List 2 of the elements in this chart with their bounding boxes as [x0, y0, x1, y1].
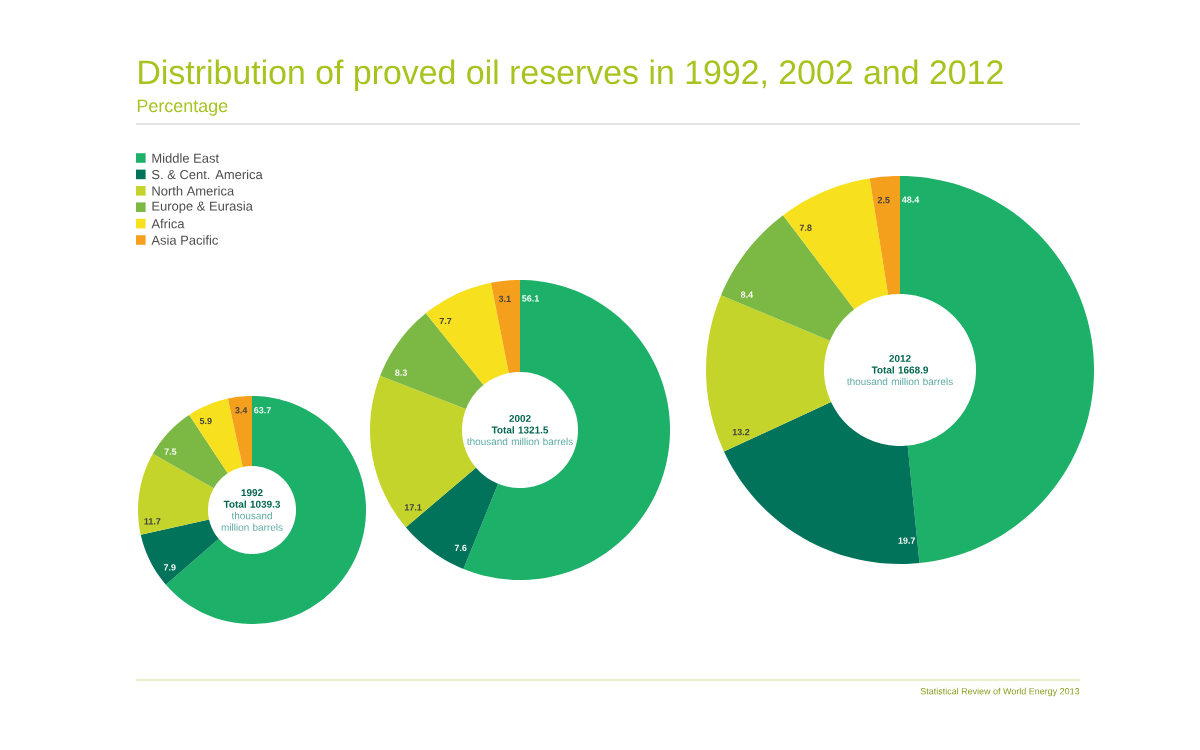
chart-subtitle: Percentage — [137, 99, 228, 116]
text: Distribution of proved oil reserves in 1992, 2002 and 2012 — [139, 59, 1003, 92]
